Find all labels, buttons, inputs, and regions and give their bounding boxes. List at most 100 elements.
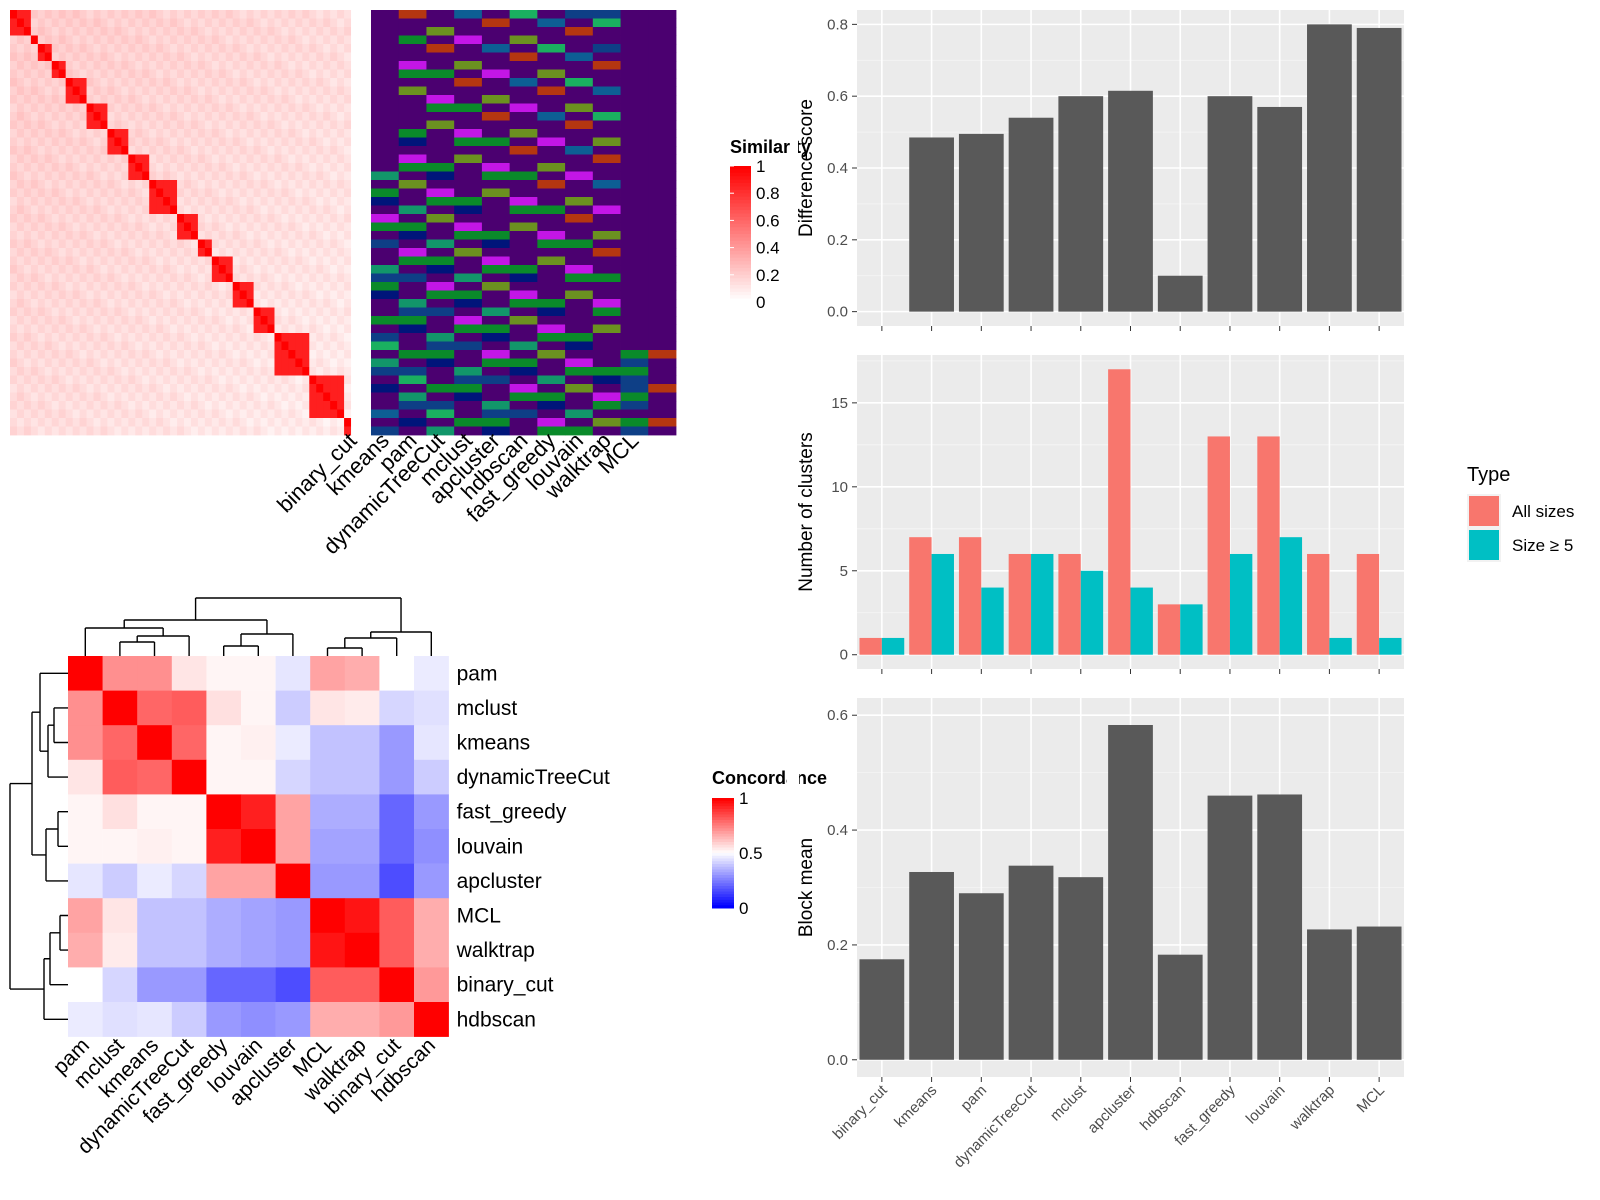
similarity-cell (337, 299, 345, 308)
bar-all-sizes (1307, 553, 1330, 655)
similarity-cell (156, 282, 164, 291)
similarity-cell (184, 95, 192, 104)
similarity-cell (274, 248, 282, 257)
similarity-cell (51, 35, 60, 45)
similarity-cell (86, 273, 94, 283)
annotation-cell (648, 231, 677, 240)
similarity-cell (72, 367, 80, 376)
similarity-cell (239, 44, 248, 53)
similarity-cell (197, 222, 206, 232)
similarity-cell (121, 265, 129, 274)
similarity-cell (218, 273, 227, 283)
similarity-cell (204, 95, 213, 104)
similarity-cell (246, 222, 254, 232)
similarity-cell (51, 163, 60, 172)
concordance-cell (137, 967, 173, 1003)
similarity-cell (72, 282, 80, 291)
similarity-cell (10, 78, 18, 87)
similarity-cell (79, 290, 87, 300)
similarity-cell (204, 18, 213, 28)
similarity-cell (295, 103, 303, 113)
similarity-cell (58, 307, 67, 317)
similarity-cell (281, 188, 289, 198)
similarity-cell (316, 222, 324, 232)
annotation-cell (426, 333, 455, 342)
similarity-cell (267, 129, 275, 138)
similarity-cell (135, 265, 143, 274)
similarity-cell (121, 273, 129, 283)
similarity-cell (72, 409, 80, 419)
similarity-cell (184, 409, 192, 419)
similarity-cell (163, 188, 171, 198)
annotation-cell (620, 146, 649, 155)
similarity-cell (204, 358, 213, 368)
annotation-cell (509, 426, 538, 436)
similarity-cell (337, 188, 345, 198)
similarity-cell (149, 44, 157, 53)
similarity-cell (351, 69, 359, 79)
similarity-cell (190, 27, 199, 36)
similarity-cell (281, 18, 289, 28)
similarity-cell (163, 375, 171, 385)
annotation-cell (648, 375, 677, 385)
annotation-cell (398, 367, 427, 376)
similarity-cell (177, 256, 185, 266)
similarity-cell (65, 69, 74, 79)
similarity-cell (65, 112, 74, 121)
annotation-cell (620, 154, 649, 164)
similarity-cell (274, 239, 282, 249)
concordance-legend-gradient (712, 828, 734, 832)
similarity-cell (16, 239, 25, 249)
similarity-cell (351, 120, 359, 130)
similarity-cell (267, 307, 275, 317)
y-tick-label: 0.2 (827, 232, 848, 249)
annotation-cell (454, 401, 483, 410)
annotation-cell (426, 358, 455, 368)
concordance-cell (68, 794, 103, 830)
similarity-cell (23, 163, 32, 172)
similarity-cell (30, 426, 39, 436)
similarity-cell (44, 239, 53, 249)
similarity-cell (128, 10, 136, 19)
similarity-cell (51, 10, 60, 19)
similarity-cell (23, 316, 32, 325)
similarity-cell (184, 214, 192, 223)
similarity-cell (288, 290, 296, 300)
similarity-cell (79, 231, 87, 240)
similarity-legend-label: 0.2 (756, 266, 780, 285)
similarity-cell (30, 103, 39, 113)
similarity-cell (246, 120, 254, 130)
similarity-cell (232, 10, 241, 19)
similarity-cell (170, 163, 178, 172)
similarity-cell (135, 27, 143, 36)
similarity-cell (135, 171, 143, 181)
similarity-cell (274, 52, 282, 62)
concordance-cell (171, 690, 207, 726)
annotation-cell (537, 44, 566, 53)
similarity-cell (149, 401, 157, 410)
similarity-cell (351, 163, 359, 172)
similarity-cell (170, 316, 178, 325)
similarity-cell (211, 324, 220, 334)
similarity-cell (351, 341, 359, 351)
similarity-cell (260, 401, 268, 410)
similarity-cell (225, 401, 234, 410)
similarity-cell (218, 197, 227, 206)
similarity-cell (65, 197, 74, 206)
similarity-cell (107, 214, 115, 223)
annotation-cell (565, 154, 594, 164)
dendrogram-branch (31, 711, 46, 856)
similarity-cell (351, 418, 359, 427)
annotation-cell (371, 61, 400, 70)
annotation-cell (592, 358, 621, 368)
similarity-cell (316, 35, 324, 45)
similarity-cell (93, 154, 101, 164)
similarity-cell (281, 392, 289, 402)
similarity-cell (149, 375, 157, 385)
similarity-legend-gradient (730, 268, 751, 272)
annotation-cell (565, 248, 594, 257)
similarity-cell (128, 86, 136, 96)
similarity-cell (190, 384, 199, 393)
similarity-cell (142, 137, 150, 147)
